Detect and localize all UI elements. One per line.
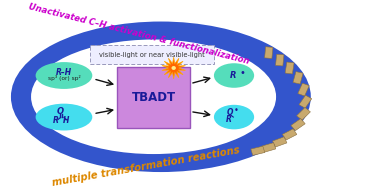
Ellipse shape [214, 105, 254, 129]
FancyBboxPatch shape [262, 143, 276, 152]
FancyBboxPatch shape [298, 83, 309, 96]
FancyBboxPatch shape [273, 137, 287, 147]
FancyBboxPatch shape [299, 95, 312, 108]
Text: multiple transformation reactions: multiple transformation reactions [51, 145, 241, 188]
Ellipse shape [35, 62, 92, 89]
Text: visible-light or near visible-light: visible-light or near visible-light [99, 52, 205, 58]
FancyBboxPatch shape [90, 45, 213, 64]
Text: Unactivated C–H activation & functionalization: Unactivated C–H activation & functionali… [28, 2, 250, 66]
Text: R–H: R–H [56, 68, 72, 77]
Text: TBADT: TBADT [132, 91, 176, 104]
Text: O: O [57, 107, 64, 116]
FancyBboxPatch shape [285, 62, 294, 74]
FancyBboxPatch shape [293, 72, 303, 84]
Ellipse shape [11, 22, 311, 172]
FancyBboxPatch shape [276, 54, 284, 66]
Text: sp³ (or) sp²: sp³ (or) sp² [48, 75, 80, 81]
Text: R: R [230, 71, 236, 80]
Ellipse shape [172, 66, 176, 70]
FancyBboxPatch shape [291, 119, 305, 131]
Polygon shape [162, 57, 185, 79]
FancyBboxPatch shape [297, 108, 310, 120]
Ellipse shape [214, 63, 254, 88]
FancyBboxPatch shape [282, 129, 297, 140]
Ellipse shape [35, 104, 92, 130]
Text: R: R [53, 116, 59, 125]
FancyBboxPatch shape [117, 67, 190, 128]
Text: •: • [239, 68, 245, 78]
Text: •: • [234, 106, 239, 115]
FancyBboxPatch shape [264, 47, 273, 58]
Text: O: O [227, 108, 233, 117]
Text: R: R [226, 115, 232, 124]
Ellipse shape [31, 40, 276, 154]
FancyBboxPatch shape [251, 146, 265, 155]
Text: H: H [63, 116, 69, 125]
